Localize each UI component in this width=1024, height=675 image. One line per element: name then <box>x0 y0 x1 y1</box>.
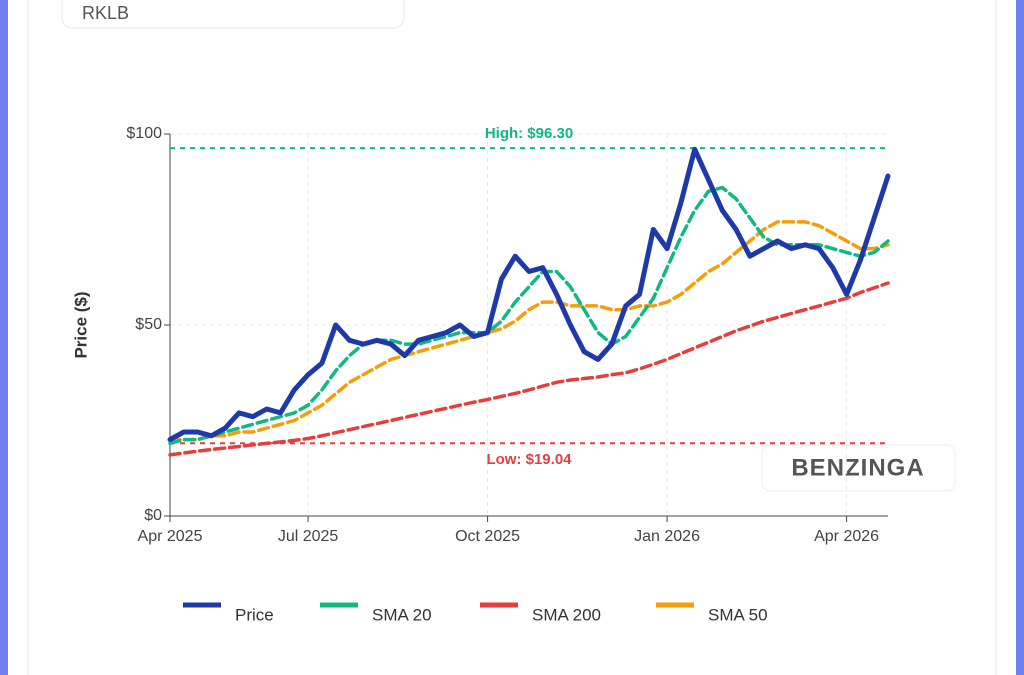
series-line <box>167 146 891 443</box>
y-tick-label: $100 <box>126 125 162 142</box>
legend-label: SMA 200 <box>532 605 601 624</box>
x-tick-label: Apr 2026 <box>814 528 879 545</box>
legend-label: Price <box>235 605 274 624</box>
x-tick-label: Jul 2025 <box>278 528 339 545</box>
reference-label: High: $96.30 <box>485 125 573 142</box>
ticker-box <box>61 0 405 29</box>
series-line <box>168 185 890 446</box>
x-tick-label: Apr 2025 <box>138 528 203 545</box>
y-axis-title: Price ($) <box>71 291 90 358</box>
legend-label: SMA 20 <box>372 605 432 624</box>
series-line <box>168 281 890 457</box>
x-tick-label: Jan 2026 <box>634 528 700 545</box>
watermark: BENZINGA <box>791 454 924 481</box>
legend-label: SMA 50 <box>708 605 768 624</box>
ticker: RKLB <box>82 3 129 23</box>
series-line <box>168 220 890 442</box>
y-tick-label: $0 <box>144 507 162 524</box>
x-tick-label: Oct 2025 <box>455 528 520 545</box>
y-tick-label: $50 <box>135 316 162 333</box>
outer-card <box>8 0 1016 675</box>
reference-label: Low: $19.04 <box>486 451 572 468</box>
watermark-box <box>761 444 956 492</box>
